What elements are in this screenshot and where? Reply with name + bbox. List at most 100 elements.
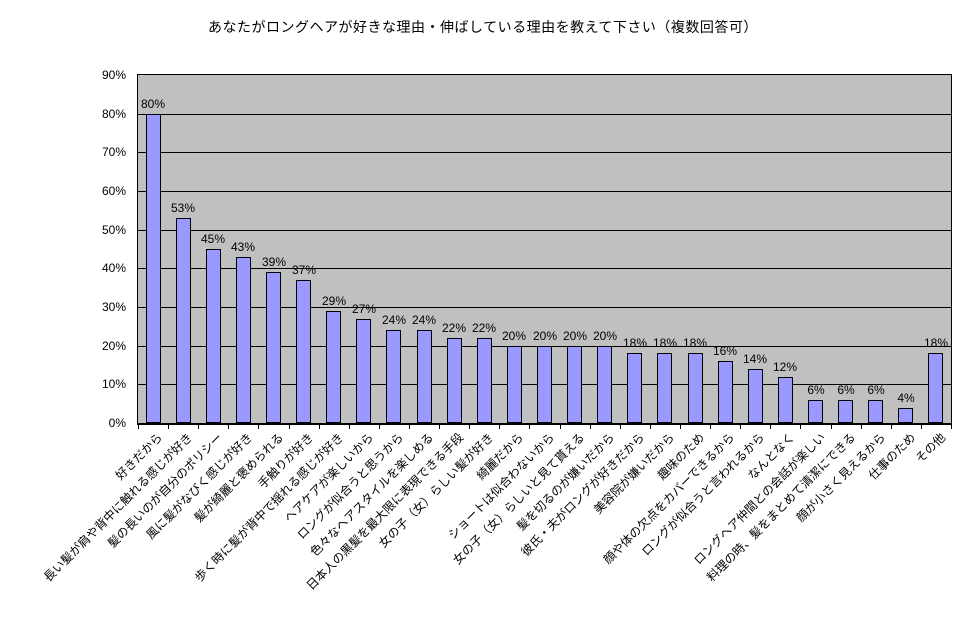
- bar: [567, 346, 582, 423]
- x-axis-tick: [439, 425, 440, 429]
- bar: [748, 369, 763, 423]
- x-axis-tick: [379, 425, 380, 429]
- x-axis-tick: [710, 425, 711, 429]
- bar: [718, 361, 733, 423]
- bar-value-label: 20%: [562, 329, 588, 343]
- y-axis-label: 80%: [101, 107, 126, 121]
- y-axis-label: 20%: [101, 339, 126, 353]
- x-axis-tick: [198, 425, 199, 429]
- bar: [778, 377, 793, 423]
- bar: [808, 400, 823, 423]
- bar-value-label: 20%: [532, 329, 558, 343]
- bar: [537, 346, 552, 423]
- x-axis-tick: [168, 425, 169, 429]
- bar: [507, 346, 522, 423]
- y-axis-label: 60%: [101, 184, 126, 198]
- x-axis-tick: [740, 425, 741, 429]
- bar: [236, 257, 251, 423]
- bar: [146, 114, 161, 423]
- bar: [296, 280, 311, 423]
- bar-value-label: 53%: [170, 201, 196, 215]
- x-axis-tick: [680, 425, 681, 429]
- bar-value-label: 80%: [140, 97, 166, 111]
- bar-value-label: 45%: [200, 232, 226, 246]
- bar-value-label: 24%: [411, 313, 437, 327]
- x-axis-tick: [258, 425, 259, 429]
- bar: [597, 346, 612, 423]
- y-axis-label: 50%: [101, 223, 126, 237]
- x-axis-tick: [861, 425, 862, 429]
- bar-value-label: 14%: [742, 352, 768, 366]
- x-axis-tick: [650, 425, 651, 429]
- gridline: [138, 268, 951, 269]
- bar: [838, 400, 853, 423]
- bar: [657, 353, 672, 423]
- gridline: [138, 230, 951, 231]
- gridline: [138, 191, 951, 192]
- y-axis-label: 90%: [101, 68, 126, 82]
- bar: [386, 330, 401, 423]
- bar-value-label: 29%: [321, 294, 347, 308]
- bar-value-label: 27%: [351, 302, 377, 316]
- bar-value-label: 20%: [592, 329, 618, 343]
- bar: [627, 353, 642, 423]
- x-axis-tick: [529, 425, 530, 429]
- bar: [326, 311, 341, 423]
- y-axis-label: 30%: [101, 300, 126, 314]
- bar-value-label: 6%: [807, 383, 825, 397]
- bar: [356, 319, 371, 423]
- bar: [266, 272, 281, 423]
- x-axis-tick: [349, 425, 350, 429]
- bar: [898, 408, 913, 423]
- bar-value-label: 12%: [772, 360, 798, 374]
- gridline: [138, 114, 951, 115]
- bar-chart: あなたがロングヘアが好きな理由・伸ばしている理由を教えて下さい（複数回答可） 0…: [41, 19, 952, 593]
- bar-value-label: 18%: [682, 336, 708, 350]
- bar: [868, 400, 883, 423]
- bar-value-label: 24%: [381, 313, 407, 327]
- y-axis-label: 40%: [101, 261, 126, 275]
- bar-value-label: 4%: [897, 391, 915, 405]
- bar-value-label: 18%: [622, 336, 648, 350]
- x-axis-tick: [469, 425, 470, 429]
- bar-value-label: 16%: [712, 344, 738, 358]
- bar-value-label: 39%: [261, 255, 287, 269]
- x-axis-tick: [590, 425, 591, 429]
- x-axis-tick: [800, 425, 801, 429]
- x-axis-tick: [289, 425, 290, 429]
- x-axis-tick: [951, 425, 952, 429]
- x-axis-tick: [228, 425, 229, 429]
- bar-value-label: 18%: [652, 336, 678, 350]
- bar: [176, 218, 191, 423]
- x-axis-tick: [138, 425, 139, 429]
- y-axis-label: 0%: [108, 416, 126, 430]
- x-axis-tick: [891, 425, 892, 429]
- y-axis-label: 70%: [101, 145, 126, 159]
- x-axis-tick: [831, 425, 832, 429]
- bar: [447, 338, 462, 423]
- bar-value-label: 18%: [923, 336, 949, 350]
- bar: [417, 330, 432, 423]
- x-axis-tick: [319, 425, 320, 429]
- bar-value-label: 22%: [471, 321, 497, 335]
- x-axis-tick: [770, 425, 771, 429]
- bar-value-label: 6%: [867, 383, 885, 397]
- bar-value-label: 43%: [230, 240, 256, 254]
- x-axis-tick: [620, 425, 621, 429]
- chart-title: あなたがロングヘアが好きな理由・伸ばしている理由を教えて下さい（複数回答可）: [208, 19, 758, 35]
- gridline: [138, 307, 951, 308]
- gridline: [138, 152, 951, 153]
- bar: [206, 249, 221, 423]
- x-axis-tick: [560, 425, 561, 429]
- bar-value-label: 20%: [501, 329, 527, 343]
- plot-area: [137, 74, 952, 425]
- bar-value-label: 6%: [837, 383, 855, 397]
- x-axis-tick: [409, 425, 410, 429]
- bar-value-label: 22%: [441, 321, 467, 335]
- bar: [928, 353, 943, 423]
- y-axis-label: 10%: [101, 377, 126, 391]
- bar-value-label: 37%: [291, 263, 317, 277]
- x-axis-tick: [499, 425, 500, 429]
- bar: [477, 338, 492, 423]
- bar: [688, 353, 703, 423]
